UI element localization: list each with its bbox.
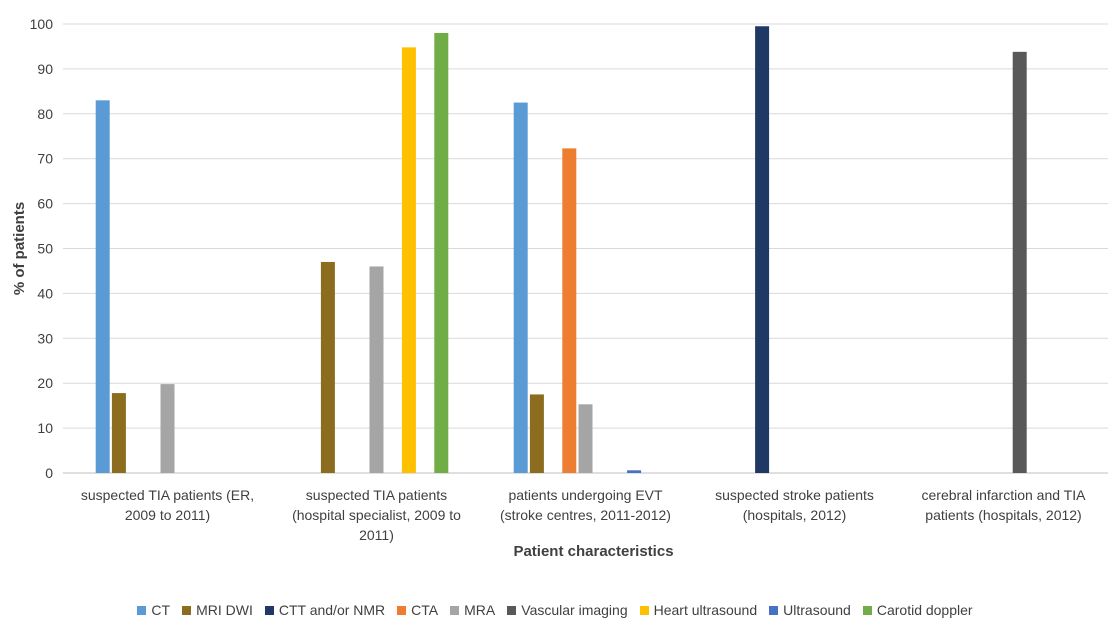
y-tick-label: 40 bbox=[37, 285, 53, 301]
legend-label: Heart ultrasound bbox=[653, 602, 758, 618]
category-label: suspected stroke patients bbox=[715, 487, 874, 503]
legend-swatch bbox=[507, 606, 517, 615]
y-tick-label: 20 bbox=[37, 375, 53, 391]
y-tick-label: 50 bbox=[37, 241, 53, 257]
legend-label: Vascular imaging bbox=[521, 602, 628, 618]
bar bbox=[160, 384, 175, 473]
legend-swatch bbox=[862, 606, 872, 615]
bar bbox=[369, 266, 384, 473]
y-tick-label: 100 bbox=[30, 16, 54, 32]
legend-item: Heart ultrasound bbox=[639, 602, 758, 618]
y-tick-label: 10 bbox=[37, 420, 53, 436]
category-label: 2011) bbox=[359, 527, 394, 543]
chart-canvas: 0 10 20 30 40 50 60 70 80 90 100 % of patients suspe… bbox=[11, 16, 1108, 560]
category-label: patients undergoing EVT bbox=[508, 487, 663, 503]
bar bbox=[320, 261, 335, 473]
legend-swatch bbox=[769, 606, 779, 615]
legend-item: CT bbox=[137, 602, 170, 618]
legend-label: Carotid doppler bbox=[876, 602, 973, 618]
y-tick-label: 30 bbox=[37, 330, 53, 346]
bar bbox=[578, 404, 593, 473]
category-label: cerebral infarction and TIA bbox=[922, 487, 1087, 503]
bar bbox=[529, 394, 544, 473]
bar bbox=[562, 148, 577, 474]
bar bbox=[111, 393, 126, 473]
y-tick-label: 90 bbox=[37, 61, 53, 77]
legend-label: CTT and/or NMR bbox=[278, 602, 386, 618]
y-tick-label: 60 bbox=[37, 196, 53, 212]
legend-label: MRI DWI bbox=[196, 602, 253, 618]
category-label: (hospital specialist, 2009 to bbox=[292, 507, 461, 523]
category-label: (stroke centres, 2011-2012) bbox=[500, 507, 671, 523]
category-label: patients (hospitals, 2012) bbox=[925, 507, 1081, 523]
category-label: suspected TIA patients bbox=[306, 487, 447, 503]
legend-swatch bbox=[137, 606, 147, 615]
bar bbox=[95, 100, 110, 473]
legend-swatch bbox=[639, 606, 649, 615]
bar bbox=[1012, 51, 1027, 473]
bar bbox=[513, 102, 528, 473]
legend-swatch bbox=[397, 606, 407, 615]
y-tick-label: 0 bbox=[45, 465, 53, 481]
bar bbox=[434, 32, 449, 473]
category-label: (hospitals, 2012) bbox=[743, 507, 847, 523]
legend-label: MRA bbox=[464, 602, 496, 618]
bar bbox=[401, 47, 416, 474]
y-tick-label: 80 bbox=[37, 106, 53, 122]
legend-item: Vascular imaging bbox=[507, 602, 628, 618]
legend-item: MRA bbox=[450, 602, 495, 618]
y-axis-title: % of patients bbox=[11, 202, 28, 295]
x-axis-title: Patient characteristics bbox=[513, 543, 673, 560]
category-label: suspected TIA patients (ER, bbox=[81, 487, 254, 503]
legend-item: Ultrasound bbox=[769, 602, 851, 618]
chart-legend: CT MRI DWI CTT and/or NMR CTA MRA Vascular im… bbox=[0, 602, 1110, 618]
legend-swatch bbox=[264, 606, 274, 615]
legend-item: CTA bbox=[397, 602, 438, 618]
y-tick-label: 70 bbox=[37, 151, 53, 167]
legend-label: CTA bbox=[411, 602, 439, 618]
category-label: 2009 to 2011) bbox=[125, 507, 210, 523]
legend-item: MRI DWI bbox=[182, 602, 253, 618]
bar bbox=[627, 470, 642, 473]
legend-swatch bbox=[182, 606, 192, 615]
legend-item: Carotid doppler bbox=[862, 602, 973, 618]
legend-label: Ultrasound bbox=[783, 602, 851, 618]
legend-item: CTT and/or NMR bbox=[264, 602, 386, 618]
bar bbox=[755, 26, 770, 474]
legend-swatch bbox=[450, 606, 460, 615]
legend-label: CT bbox=[151, 602, 171, 618]
